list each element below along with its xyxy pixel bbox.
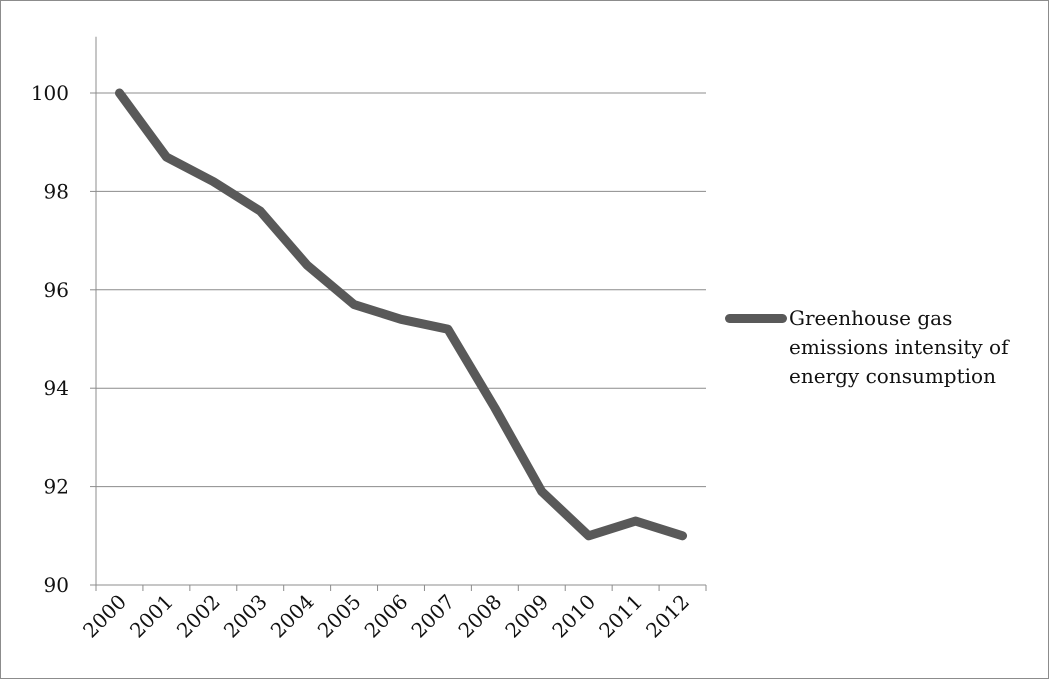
x-tick-label: 2004 [266,590,319,643]
data-point [306,264,308,266]
data-point [118,92,120,94]
data-point [353,304,355,306]
y-tick-label: 92 [44,475,69,499]
x-tick-label: 2007 [406,590,459,643]
y-tick-label: 96 [44,278,69,302]
x-tick-label: 2011 [594,590,647,643]
legend-swatch [725,314,787,323]
y-tick-label: 90 [44,573,69,597]
data-point [447,328,449,330]
y-tick-label: 98 [44,179,69,203]
series-layer [114,88,688,541]
data-point [165,156,167,158]
x-tick-label: 2002 [172,590,225,643]
x-tick-label: 2006 [360,590,413,643]
data-point [259,210,261,212]
y-tick-labels: 90 92 94 96 98 100 [31,81,69,597]
x-tick-label: 2009 [500,590,553,643]
data-point [682,535,684,537]
x-tick-label: 2012 [641,590,694,643]
axes [90,36,707,591]
x-tick-label: 2001 [125,590,178,643]
legend-label: Greenhouse gas emissions intensity of en… [789,306,1009,388]
x-tick-label: 2000 [78,590,131,643]
x-tick-label: 2005 [313,590,366,643]
x-tick-label: 2010 [547,590,600,643]
data-point [588,535,590,537]
data-point [400,318,402,320]
series-line-0 [114,88,688,541]
data-point [541,491,543,493]
x-tick-label: 2008 [453,590,506,643]
x-tick-labels: 2000200120022003200420052006200720082009… [78,590,694,643]
y-tick-label: 100 [31,81,69,105]
data-point [494,407,496,409]
data-point [635,520,637,522]
y-tick-label: 94 [44,376,69,400]
data-point [212,181,214,183]
gridlines [96,92,706,488]
x-tick-label: 2003 [219,590,272,643]
